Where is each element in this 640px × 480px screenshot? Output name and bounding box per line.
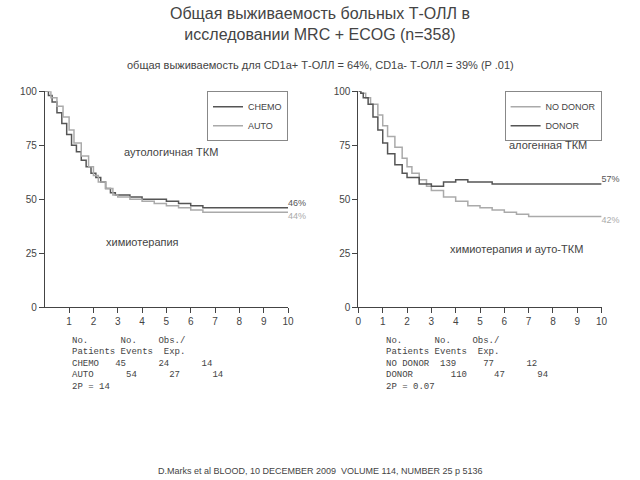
svg-text:Patients Events Exp.: Patients Events Exp. bbox=[72, 347, 185, 357]
svg-text:46%: 46% bbox=[288, 198, 306, 208]
svg-text:10: 10 bbox=[596, 316, 608, 327]
svg-text:CHEMO: CHEMO bbox=[248, 102, 282, 112]
svg-text:0: 0 bbox=[356, 316, 362, 327]
svg-text:4: 4 bbox=[139, 316, 145, 327]
svg-text:5: 5 bbox=[164, 316, 170, 327]
svg-text:50: 50 bbox=[339, 194, 351, 205]
svg-text:алогенная ТКМ: алогенная ТКМ bbox=[509, 139, 587, 151]
svg-text:CHEMO 45 24 14: CHEMO 45 24 14 bbox=[72, 359, 212, 369]
svg-text:25: 25 bbox=[339, 248, 351, 259]
svg-text:100: 100 bbox=[20, 86, 37, 97]
svg-text:8: 8 bbox=[237, 316, 243, 327]
svg-text:8: 8 bbox=[550, 316, 556, 327]
svg-text:химиотерапия и ауто-ТКМ: химиотерапия и ауто-ТКМ bbox=[450, 243, 583, 255]
svg-text:2P = 14: 2P = 14 bbox=[72, 382, 110, 392]
svg-text:7: 7 bbox=[526, 316, 532, 327]
svg-text:9: 9 bbox=[574, 316, 580, 327]
svg-text:5: 5 bbox=[477, 316, 483, 327]
svg-text:75: 75 bbox=[26, 140, 38, 151]
svg-text:DONOR 110 47 94: DONOR 110 47 94 bbox=[386, 370, 548, 380]
svg-text:Patients Events Exp.: Patients Events Exp. bbox=[386, 347, 499, 357]
svg-text:AUTO: AUTO bbox=[248, 121, 273, 131]
svg-text:50: 50 bbox=[26, 194, 38, 205]
svg-text:D.Marks et al BLOOD, 10 DECEMB: D.Marks et al BLOOD, 10 DECEMBER 2009 VO… bbox=[158, 466, 482, 476]
svg-text:4: 4 bbox=[453, 316, 459, 327]
svg-text:NO DONOR 139 77 12: NO DONOR 139 77 12 bbox=[386, 359, 537, 369]
svg-text:химиотерапия: химиотерапия bbox=[106, 236, 179, 248]
svg-text:3: 3 bbox=[115, 316, 121, 327]
svg-text:42%: 42% bbox=[602, 215, 620, 225]
svg-text:1: 1 bbox=[66, 316, 72, 327]
svg-text:DONOR: DONOR bbox=[546, 121, 580, 131]
svg-text:75: 75 bbox=[339, 140, 351, 151]
svg-text:100: 100 bbox=[334, 86, 351, 97]
svg-text:общая выживаемость для CD1a+ Т: общая выживаемость для CD1a+ Т-ОЛЛ = 64%… bbox=[127, 59, 514, 71]
svg-text:No. No. Obs./: No. No. Obs./ bbox=[386, 336, 499, 346]
svg-text:0: 0 bbox=[31, 302, 37, 313]
svg-text:NO DONOR: NO DONOR bbox=[546, 102, 596, 112]
svg-text:Общая выживаемость больных Т-О: Общая выживаемость больных Т-ОЛЛ висслед… bbox=[170, 5, 470, 43]
svg-text:0: 0 bbox=[345, 302, 351, 313]
svg-text:44%: 44% bbox=[288, 211, 306, 221]
svg-text:7: 7 bbox=[212, 316, 218, 327]
svg-text:аутологичная ТКМ: аутологичная ТКМ bbox=[124, 146, 218, 158]
svg-text:6: 6 bbox=[188, 316, 194, 327]
svg-text:10: 10 bbox=[282, 316, 294, 327]
svg-text:No. No. Obs./: No. No. Obs./ bbox=[72, 336, 185, 346]
svg-text:9: 9 bbox=[261, 316, 267, 327]
svg-text:1: 1 bbox=[380, 316, 386, 327]
svg-text:3: 3 bbox=[429, 316, 435, 327]
svg-text:6: 6 bbox=[502, 316, 508, 327]
svg-text:AUTO 54 27 14: AUTO 54 27 14 bbox=[72, 370, 223, 380]
svg-text:2: 2 bbox=[91, 316, 97, 327]
svg-text:2P = 0.07: 2P = 0.07 bbox=[386, 382, 435, 392]
svg-text:57%: 57% bbox=[602, 174, 620, 184]
svg-text:2: 2 bbox=[404, 316, 410, 327]
svg-text:25: 25 bbox=[26, 248, 38, 259]
